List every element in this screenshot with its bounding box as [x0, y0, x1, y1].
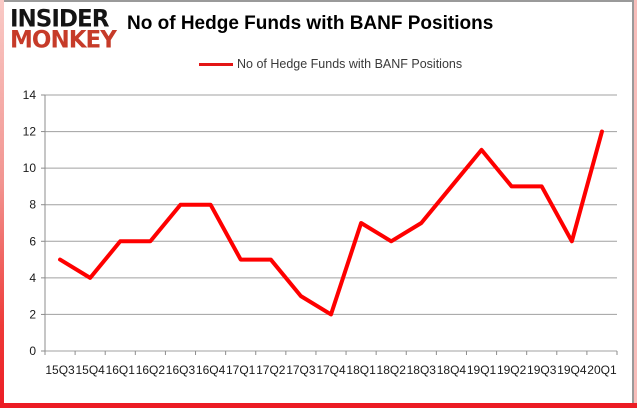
x-axis-label: 15Q3: [45, 363, 75, 377]
y-axis-label: 14: [23, 88, 37, 102]
x-axis-label: 18Q3: [407, 363, 437, 377]
frame-border-right-gray: [632, 2, 634, 403]
x-axis-label: 19Q2: [497, 363, 527, 377]
x-axis-label: 16Q1: [106, 363, 136, 377]
x-axis-label: 17Q3: [286, 363, 316, 377]
x-axis-label: 20Q1: [587, 363, 617, 377]
x-axis-label: 16Q4: [196, 363, 226, 377]
x-axis-label: 18Q1: [346, 363, 376, 377]
legend-label: No of Hedge Funds with BANF Positions: [237, 57, 463, 71]
x-axis-label: 17Q2: [256, 363, 286, 377]
chart-title: No of Hedge Funds with BANF Positions: [127, 13, 494, 34]
insider-monkey-logo: INSIDER MONKEY: [10, 5, 117, 54]
x-axis-label: 19Q4: [557, 363, 587, 377]
x-axis-label: 15Q4: [75, 363, 105, 377]
x-axis-label: 17Q4: [316, 363, 346, 377]
y-axis-label: 2: [29, 307, 36, 321]
y-axis-label: 0: [29, 344, 36, 358]
x-axis-label: 17Q1: [226, 363, 256, 377]
x-axis-label: 16Q2: [136, 363, 166, 377]
x-axis-label: 18Q2: [377, 363, 407, 377]
y-axis-label: 10: [23, 161, 37, 175]
y-axis-label: 6: [29, 234, 36, 248]
y-axis-label: 8: [29, 198, 36, 212]
logo-monkey-text: MONKEY: [10, 26, 117, 54]
legend: No of Hedge Funds with BANF Positions: [199, 57, 462, 71]
data-line-series: [58, 129, 604, 317]
logo-insider-text: INSIDER: [10, 5, 109, 33]
frame-border-bottom: [0, 403, 637, 408]
x-axis-label: 19Q3: [527, 363, 557, 377]
frame-border-right-pink: [634, 0, 637, 408]
frame-border-top: [0, 0, 637, 2]
frame-border-left: [0, 0, 4, 408]
y-axis-label: 12: [23, 125, 37, 139]
y-axis-label: 4: [29, 271, 36, 285]
legend-line-swatch: [199, 62, 233, 66]
x-axis-label: 16Q3: [166, 363, 196, 377]
x-axis-label: 19Q1: [467, 363, 497, 377]
x-axis-label: 18Q4: [437, 363, 467, 377]
